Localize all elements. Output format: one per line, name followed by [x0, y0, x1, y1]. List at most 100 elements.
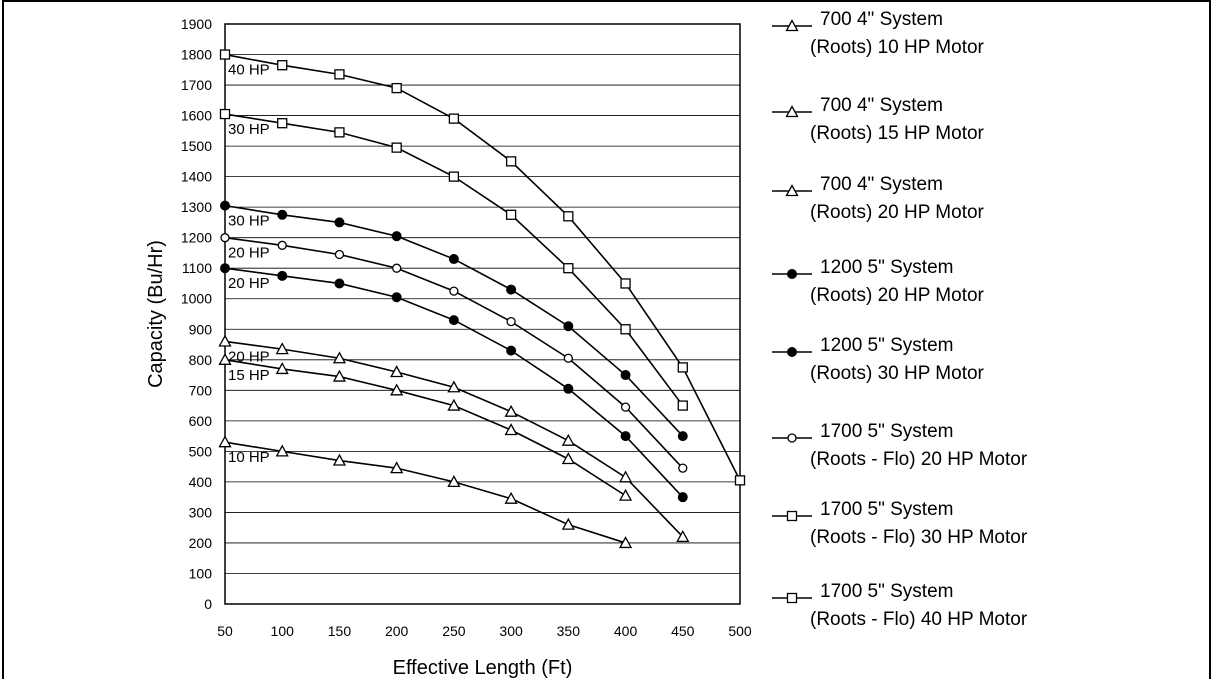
x-tick-label: 500: [728, 623, 752, 639]
y-tick-label: 1800: [181, 47, 212, 63]
x-tick-label: 50: [217, 623, 233, 639]
data-point-marker: [448, 113, 460, 124]
legend-label-line2: (Roots - Flo) 40 HP Motor: [810, 609, 1028, 630]
data-point-marker: [447, 475, 461, 488]
curve-label: 30 HP: [228, 121, 270, 138]
data-point-marker: [786, 510, 798, 522]
legend-label-line2: (Roots - Flo) 20 HP Motor: [810, 449, 1028, 470]
data-point-marker: [677, 492, 688, 503]
x-tick-label: 450: [671, 623, 695, 639]
grid-layer: [225, 23, 740, 605]
data-point-marker: [218, 334, 232, 347]
legend-label-line1: 1200 5" System: [820, 257, 954, 278]
data-point-marker: [275, 444, 289, 457]
y-tick-label: 1600: [181, 108, 212, 124]
data-point-marker: [504, 423, 518, 436]
data-point-marker: [390, 365, 404, 378]
data-point-marker: [334, 217, 345, 228]
legend-label-line2: (Roots) 20 HP Motor: [810, 202, 984, 223]
data-point-marker: [785, 19, 799, 32]
data-point-marker: [561, 433, 575, 446]
x-tick-label: 150: [328, 623, 352, 639]
y-tick-label: 1500: [181, 138, 212, 154]
data-point-marker: [334, 69, 345, 80]
data-point-marker: [505, 156, 517, 167]
data-point-marker: [219, 108, 231, 120]
data-point-marker: [563, 263, 574, 274]
y-tick-label: 0: [204, 596, 212, 612]
y-tick-label: 100: [189, 565, 213, 581]
y-tick-label: 700: [189, 382, 213, 398]
series-line: [224, 53, 741, 481]
data-point-marker: [563, 321, 574, 332]
legend-label-line2: (Roots) 10 HP Motor: [810, 37, 984, 58]
data-point-marker: [563, 211, 574, 222]
data-point-marker: [677, 400, 688, 411]
data-point-marker: [219, 49, 231, 60]
x-tick-label: 100: [271, 623, 295, 639]
data-point-marker: [220, 200, 230, 211]
series-line: [224, 358, 626, 497]
curve-labels: 10 HP 15 HP 20 HP 20 HP 30 HP 20 HP 30 HP 40 HP: [228, 62, 270, 467]
data-point-marker: [332, 351, 347, 364]
data-point-marker: [506, 316, 516, 327]
legend-symbol: [772, 510, 812, 522]
data-point-marker: [218, 435, 232, 448]
y-tick-label: 200: [189, 535, 213, 551]
legend-symbol: [772, 347, 812, 357]
x-tick-label: 300: [499, 623, 523, 639]
data-point-marker: [787, 433, 797, 443]
y-axis-label: Capacity (Bu/Hr): [145, 240, 167, 388]
data-point-marker: [391, 82, 402, 94]
data-point-marker: [786, 592, 798, 604]
data-point-marker: [275, 342, 289, 355]
y-tick-label: 400: [189, 474, 213, 490]
data-point-marker: [505, 209, 517, 220]
data-point-marker: [392, 263, 402, 273]
data-point-marker: [220, 263, 230, 274]
x-tick-label: 250: [442, 623, 466, 639]
legend-label-line1: 1700 5" System: [820, 499, 954, 520]
data-point-marker: [277, 60, 288, 71]
data-point-marker: [220, 233, 230, 243]
legend-label-line1: 700 4" System: [820, 9, 943, 30]
legend-symbol: [772, 433, 812, 443]
y-tick-label: 1400: [181, 169, 212, 185]
legend-label-line1: 1200 5" System: [820, 335, 954, 356]
data-point-marker: [391, 142, 402, 153]
data-point-marker: [734, 475, 746, 486]
data-point-marker: [563, 353, 573, 363]
data-point-marker: [277, 118, 288, 129]
curve-label: 30 HP: [228, 213, 270, 230]
data-point-marker: [334, 249, 345, 260]
legend-symbol: [772, 19, 812, 32]
x-tick-label: 400: [614, 623, 638, 639]
data-point-marker: [448, 254, 459, 265]
y-tick-label: 1000: [181, 291, 212, 307]
data-point-marker: [785, 105, 799, 118]
data-point-marker: [620, 402, 631, 412]
series-markers: [218, 49, 746, 549]
data-point-marker: [391, 231, 402, 242]
data-point-marker: [277, 209, 288, 220]
data-point-marker: [218, 352, 232, 365]
y-tick-label: 500: [189, 443, 213, 459]
data-point-marker: [334, 127, 345, 138]
data-point-marker: [447, 380, 461, 393]
data-point-marker: [618, 488, 633, 501]
legend-label-line1: 700 4" System: [820, 95, 943, 116]
data-point-marker: [277, 240, 287, 250]
y-tick-labels: 0 100 200 300 400 500 600 700 800 900 1000 1100 1200…: [181, 16, 212, 612]
data-point-marker: [390, 461, 404, 474]
curve-label: 20 HP: [228, 348, 270, 365]
series-line: [224, 441, 626, 544]
curve-label: 40 HP: [228, 62, 270, 79]
capacity-chart: 0 100 200 300 400 500 600 700 800 900 1000 1100 1200…: [145, 16, 752, 679]
data-point-marker: [561, 452, 575, 465]
data-point-marker: [787, 269, 797, 279]
curve-label: 20 HP: [228, 275, 270, 292]
data-point-marker: [620, 278, 631, 289]
data-point-marker: [447, 398, 461, 411]
y-tick-label: 800: [189, 352, 213, 368]
